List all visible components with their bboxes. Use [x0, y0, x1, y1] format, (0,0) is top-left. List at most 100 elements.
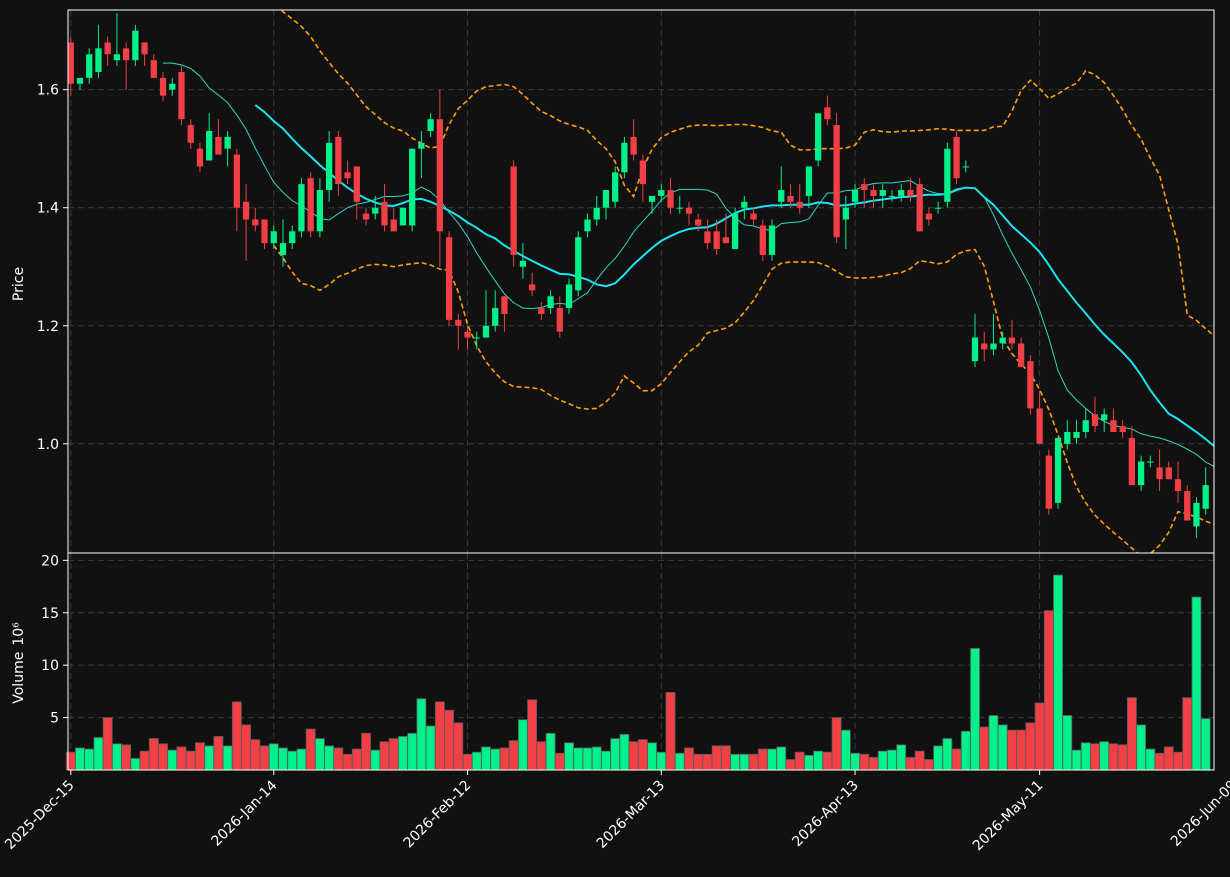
volume-bar — [832, 718, 841, 770]
volume-bar — [814, 751, 823, 770]
candle-body — [261, 220, 267, 244]
volume-bar — [426, 726, 435, 770]
volume-bar — [518, 720, 527, 770]
volume-bar — [112, 744, 121, 770]
volume-bar — [989, 715, 998, 770]
volume-bar — [1173, 752, 1182, 770]
candle — [298, 178, 304, 237]
candle-body — [68, 42, 74, 83]
candle-body — [1046, 456, 1052, 509]
volume-bar — [1100, 742, 1109, 770]
candle-body — [1175, 479, 1181, 491]
candle-body — [963, 166, 969, 167]
volume-bar — [325, 746, 334, 770]
candle — [833, 113, 839, 243]
volume-bar — [934, 746, 943, 770]
volume-bar — [887, 750, 896, 770]
price-tick-label: 1.4 — [37, 201, 59, 217]
candle-body — [409, 149, 415, 226]
volume-bar — [1035, 703, 1044, 770]
candle-body — [1055, 438, 1061, 503]
volume-bar — [408, 733, 417, 770]
candle-body — [640, 161, 646, 185]
volume-bar — [509, 741, 518, 770]
candle — [1055, 438, 1061, 509]
candle-body — [852, 190, 858, 202]
volume-bar — [260, 746, 269, 770]
candle-body — [1036, 408, 1042, 443]
volume-bar — [1183, 698, 1192, 770]
volume-bar — [352, 749, 361, 770]
volume-bar — [269, 744, 278, 770]
volume-bar — [306, 729, 315, 770]
volume-bar — [740, 754, 749, 770]
candle-body — [972, 338, 978, 362]
volume-bar — [961, 731, 970, 770]
candle-body — [723, 237, 729, 243]
volume-bar — [648, 743, 657, 770]
candle — [621, 137, 627, 178]
candle-body — [797, 202, 803, 208]
volume-bar — [75, 748, 84, 770]
volume-bar — [574, 748, 583, 770]
volume-tick-label: 20 — [41, 553, 59, 569]
candle-body — [344, 172, 350, 178]
candle-body — [778, 190, 784, 202]
volume-bar — [491, 749, 500, 770]
volume-bar — [777, 747, 786, 770]
volume-bar — [675, 753, 684, 770]
volume-bar — [952, 749, 961, 770]
candle-body — [105, 42, 111, 54]
candle-body — [95, 48, 101, 72]
candle-body — [188, 125, 194, 143]
volume-bar — [611, 739, 620, 770]
volume-bar — [435, 702, 444, 770]
candle-body — [612, 172, 618, 202]
volume-bar — [297, 749, 306, 770]
volume-bar — [463, 754, 472, 770]
volume-bar — [915, 751, 924, 770]
candle-body — [77, 78, 83, 84]
candle-body — [335, 137, 341, 184]
candle-body — [667, 190, 673, 208]
candle-body — [1073, 432, 1079, 438]
volume-bar — [159, 744, 168, 770]
volume-bar — [860, 754, 869, 770]
candle-body — [1138, 462, 1144, 486]
candle-body — [1156, 467, 1162, 479]
candle — [612, 166, 618, 207]
candle-body — [243, 202, 249, 220]
candle-body — [400, 208, 406, 226]
volume-bar — [878, 751, 887, 770]
volume-bar — [149, 739, 158, 770]
candle-body — [1000, 338, 1006, 344]
candle-body — [824, 107, 830, 119]
candle-body — [234, 155, 240, 208]
volume-bar — [749, 754, 758, 770]
volume-bar — [1127, 698, 1136, 770]
candle-body — [935, 208, 941, 209]
candle-body — [1184, 491, 1190, 521]
candle-body — [1101, 414, 1107, 420]
volume-bar — [445, 710, 454, 770]
candle-body — [317, 190, 323, 231]
candle-body — [1110, 420, 1116, 432]
candle-body — [501, 296, 507, 314]
candle-body — [769, 225, 775, 255]
candle-body — [215, 137, 221, 155]
candle-body — [1009, 338, 1015, 344]
price-tick-label: 1.6 — [37, 83, 59, 99]
volume-bar — [841, 730, 850, 770]
volume-bar — [998, 725, 1007, 770]
candle-body — [732, 214, 738, 249]
candle-body — [511, 166, 517, 255]
volume-bar — [620, 734, 629, 770]
volume-bar — [131, 758, 140, 770]
volume-bar — [565, 743, 574, 770]
volume-bar — [232, 702, 241, 770]
candle-body — [418, 143, 424, 149]
candle-body — [1193, 503, 1199, 527]
volume-bar — [694, 754, 703, 770]
volume-bar — [528, 700, 537, 770]
candle-body — [880, 190, 886, 196]
